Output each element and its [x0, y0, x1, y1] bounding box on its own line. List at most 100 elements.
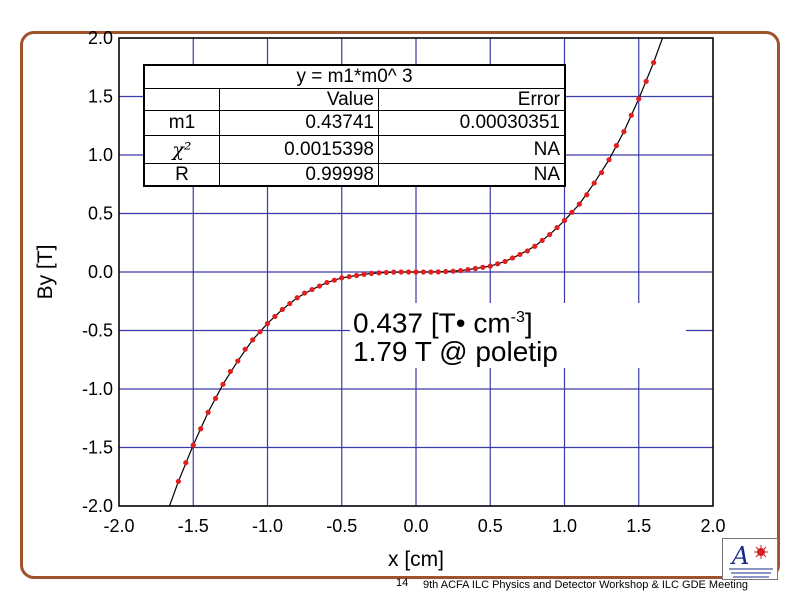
x-tick-label: -1.5: [178, 516, 209, 536]
data-point: [391, 269, 397, 275]
y-tick-label: 0.5: [88, 204, 113, 224]
data-point: [450, 268, 456, 274]
data-point: [495, 261, 501, 267]
slide-frame: [20, 31, 780, 579]
data-point: [636, 96, 642, 102]
data-point: [628, 112, 634, 118]
data-point: [331, 277, 337, 283]
data-point: [480, 264, 486, 270]
data-point: [264, 320, 271, 327]
fit-header-row: Value Error: [145, 89, 564, 111]
data-point: [547, 231, 553, 238]
y-tick-label: -2.0: [82, 496, 113, 516]
data-point: [235, 358, 241, 364]
data-point: [220, 381, 226, 387]
x-tick-label: -1.0: [252, 516, 283, 536]
data-point: [175, 478, 181, 485]
data-point: [227, 368, 233, 375]
data-point: [472, 265, 478, 272]
x-tick-label: 1.5: [626, 516, 651, 536]
y-tick-label: 2.0: [88, 28, 113, 48]
data-point: [354, 272, 360, 279]
param-value: 0.0015398: [219, 136, 379, 163]
data-point: [591, 180, 597, 186]
logo-icon: A: [729, 542, 773, 578]
param-error: NA: [533, 163, 560, 185]
data-point: [561, 217, 568, 224]
data-point: [398, 269, 404, 275]
fit-equation: y = m1*m0^ 3: [296, 66, 413, 87]
data-point: [302, 290, 308, 296]
x-tick-label: -0.5: [326, 516, 357, 536]
data-point: [198, 426, 204, 432]
data-point: [376, 270, 382, 276]
y-tick-label: -0.5: [82, 321, 113, 341]
data-point: [242, 346, 248, 352]
data-point: [272, 313, 278, 320]
param-name: χ²: [145, 136, 220, 163]
data-point: [554, 224, 560, 231]
data-point: [584, 192, 590, 198]
header-error: Error: [517, 88, 560, 110]
y-tick-label: -1.5: [82, 438, 113, 458]
page-number: 14: [396, 577, 409, 589]
data-point: [457, 267, 464, 274]
x-tick-labels: -2.0 -1.5 -1.0 -0.5 0.0 0.5 1.0 1.5 2.0: [103, 516, 725, 536]
data-point: [621, 129, 627, 135]
x-tick-label: 2.0: [700, 516, 725, 536]
footer-text: 9th ACFA ILC Physics and Detector Worksh…: [423, 579, 749, 591]
param-error: 0.00030351: [459, 112, 560, 133]
y-tick-label: -1.0: [82, 379, 113, 399]
data-point: [599, 169, 605, 176]
header-value: Value: [219, 89, 379, 110]
param-error: NA: [533, 138, 560, 160]
data-point: [368, 270, 375, 277]
data-points: [175, 59, 657, 485]
data-point: [539, 237, 545, 244]
data-point: [190, 442, 196, 448]
data-point: [465, 267, 471, 273]
data-point: [517, 251, 523, 258]
data-point: [183, 460, 189, 466]
header-param: [145, 89, 220, 110]
fit-row-m1: m1 0.43741 0.00030351: [145, 111, 564, 136]
data-point: [257, 329, 263, 335]
data-point: [250, 337, 256, 343]
y-axis-title: By [T]: [34, 245, 57, 300]
data-point: [309, 286, 315, 293]
y-tick-label: 1.0: [88, 145, 113, 165]
acfa-logo: A: [722, 538, 778, 580]
data-point: [339, 275, 345, 281]
data-point: [443, 268, 449, 275]
poletip-line: 1.79 T @ poletip: [353, 336, 558, 368]
data-point: [606, 157, 612, 163]
data-point: [487, 263, 493, 269]
gradient-text: 0.437 [T• cm: [353, 307, 511, 339]
data-point: [569, 209, 575, 215]
data-point: [524, 248, 530, 254]
data-point: [212, 395, 219, 401]
x-tick-label: 0.5: [478, 516, 503, 536]
data-point: [346, 274, 352, 280]
gradient-exponent: -3: [510, 309, 525, 326]
data-point: [509, 255, 516, 261]
param-name: m1: [145, 111, 220, 135]
data-point: [405, 269, 412, 275]
param-value: 0.99998: [219, 164, 379, 185]
data-point: [532, 243, 538, 249]
data-point: [294, 295, 300, 301]
fit-results-table: y = m1*m0^ 3 Value Error m1 0.43741 0.00…: [143, 64, 566, 187]
fit-equation-row: y = m1*m0^ 3: [145, 66, 564, 89]
data-point: [420, 269, 427, 275]
data-point: [287, 300, 293, 307]
param-value: 0.43741: [219, 111, 379, 135]
gradient-close: ]: [524, 307, 533, 339]
data-point: [613, 143, 620, 149]
x-tick-label: 0.0: [403, 516, 428, 536]
data-point: [279, 306, 285, 313]
gradient-line: 0.437 [T• cm-3]: [350, 303, 686, 337]
data-point: [361, 271, 367, 277]
data-point: [428, 269, 434, 275]
data-point: [435, 269, 441, 275]
x-tick-label: 1.0: [552, 516, 577, 536]
